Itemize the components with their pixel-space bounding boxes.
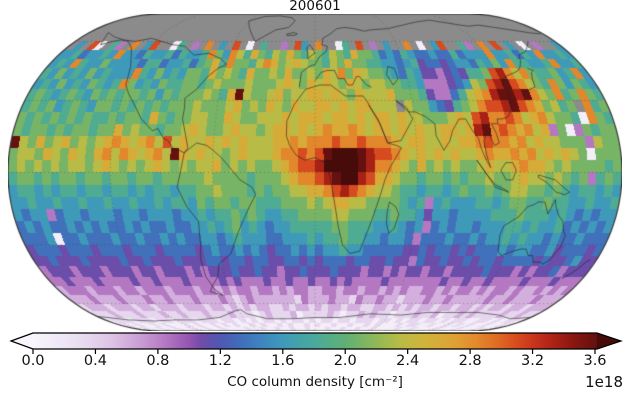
colorbar-tick-label: 0.0	[21, 353, 45, 369]
colorbar-tick-label: 2.8	[458, 353, 482, 369]
colorbar-gradient-body	[33, 333, 597, 349]
colorbar-tick-label: 0.8	[146, 353, 170, 369]
colorbar-tick-label: 1.6	[271, 353, 295, 369]
colorbar-tick-label: 0.4	[83, 353, 107, 369]
colorbar-tick-label: 3.2	[521, 353, 545, 369]
colorbar-tick-label: 2.0	[333, 353, 357, 369]
colorbar-left-arrow	[11, 333, 33, 349]
colorbar-tick-labels: 0.0 0.4 0.8 1.2 1.6 2.0 2.4 2.8 3.2 3.6	[0, 353, 629, 371]
colorbar-right-arrow	[597, 333, 621, 349]
colorbar-tick-label: 2.4	[396, 353, 420, 369]
colorbar	[9, 332, 623, 354]
colorbar-axis-label: CO column density [cm⁻²]	[227, 374, 403, 390]
page-title: 200601	[289, 0, 341, 14]
world-co-heatmap-canvas	[8, 14, 622, 331]
colorbar-tick-label: 3.6	[583, 353, 607, 369]
colorbar-scale-label: 1e18	[585, 373, 623, 391]
colorbar-tick-label: 1.2	[208, 353, 232, 369]
